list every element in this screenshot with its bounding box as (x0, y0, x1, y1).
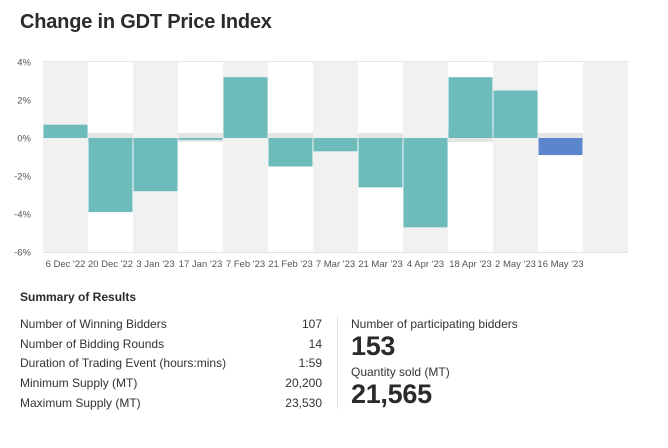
quantity-sold-value: 21,565 (351, 379, 432, 409)
bar (448, 77, 493, 138)
bar-chart: 4% 2% 0% -2% -4% -6% 6 Dec '22 20 Dec '22 3 Jan… (14, 58, 628, 270)
zero-band (538, 133, 583, 142)
bar (268, 138, 313, 167)
x-tick-label: 21 Feb '23 (268, 259, 313, 270)
column-band (43, 62, 88, 252)
bar (43, 124, 88, 138)
summary-divider (337, 316, 338, 409)
row-value: 107 (301, 317, 322, 331)
y-tick-label: 4% (17, 58, 31, 69)
x-tick-label: 3 Jan '23 (136, 259, 174, 270)
zero-band (358, 133, 403, 142)
participating-bidders-label: Number of participating bidders (351, 317, 518, 331)
x-tick-label: 21 Mar '23 (358, 259, 403, 270)
bar (538, 138, 583, 156)
summary-row-min-supply: Minimum Supply (MT) 20,200 (20, 376, 322, 390)
bar (493, 90, 538, 138)
x-tick-label: 7 Feb '23 (226, 259, 265, 270)
x-tick-label: 20 Dec '22 (88, 259, 133, 270)
x-tick-label: 4 Apr '23 (407, 259, 444, 270)
x-tick-label: 7 Mar '23 (316, 259, 355, 270)
zero-band (88, 133, 133, 142)
y-tick-label: 2% (17, 96, 31, 107)
bar (88, 138, 133, 213)
participating-bidders-value: 153 (351, 331, 396, 361)
y-tick-label: -2% (14, 172, 31, 183)
row-value: 20,200 (285, 376, 322, 390)
zero-band (178, 133, 223, 142)
bar (313, 138, 358, 152)
y-tick-label: 0% (17, 134, 31, 145)
bar (133, 138, 178, 192)
x-tick-label: 2 May '23 (495, 259, 536, 270)
x-tick-label: 17 Jan '23 (179, 259, 223, 270)
row-value: 23,530 (285, 396, 322, 410)
x-tick-label: 6 Dec '22 (46, 259, 86, 270)
bar (223, 77, 268, 138)
row-value: 14 (308, 337, 322, 351)
quantity-sold-label: Quantity sold (MT) (351, 365, 450, 379)
bar (178, 138, 223, 140)
column-band (313, 62, 358, 252)
row-label: Duration of Trading Event (hours:mins) (20, 356, 227, 370)
summary-row-winning-bidders: Number of Winning Bidders 107 (20, 317, 322, 331)
summary-title: Summary of Results (20, 290, 137, 304)
summary-row-max-supply: Maximum Supply (MT) 23,530 (20, 396, 322, 410)
x-tick-label: 18 Apr '23 (449, 259, 492, 270)
row-label: Number of Bidding Rounds (20, 337, 165, 351)
zero-band (268, 133, 313, 142)
bar (403, 138, 448, 228)
row-label: Minimum Supply (MT) (20, 376, 138, 390)
column-band (583, 62, 628, 252)
chart-title: Change in GDT Price Index (20, 11, 272, 33)
bar (358, 138, 403, 188)
summary-row-duration: Duration of Trading Event (hours:mins) 1… (20, 356, 322, 370)
row-value: 1:59 (298, 356, 322, 370)
row-label: Number of Winning Bidders (20, 317, 167, 331)
summary-row-bidding-rounds: Number of Bidding Rounds 14 (20, 337, 322, 351)
y-tick-label: -4% (14, 210, 31, 221)
y-tick-label: -6% (14, 248, 31, 259)
x-tick-label: 16 May '23 (537, 259, 583, 270)
row-label: Maximum Supply (MT) (20, 396, 141, 410)
